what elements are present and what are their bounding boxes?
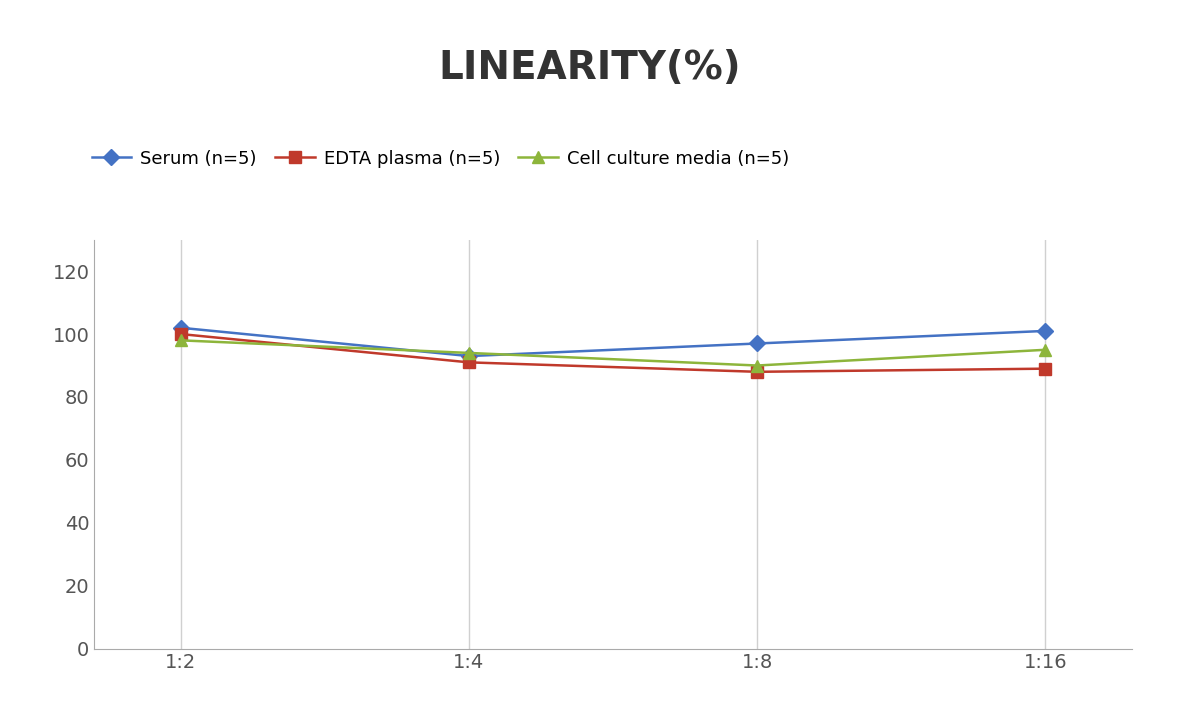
Legend: Serum (n=5), EDTA plasma (n=5), Cell culture media (n=5): Serum (n=5), EDTA plasma (n=5), Cell cul… (92, 150, 789, 168)
Serum (n=5) (750, 339, 764, 348)
Serum (n=5) (1039, 326, 1053, 335)
Cell culture media (n=5) (462, 349, 476, 357)
Text: LINEARITY(%): LINEARITY(%) (439, 49, 740, 87)
Line: Serum (n=5): Serum (n=5) (176, 322, 1050, 362)
EDTA plasma (n=5) (173, 330, 187, 338)
Serum (n=5) (462, 352, 476, 360)
Serum (n=5) (173, 324, 187, 332)
EDTA plasma (n=5) (462, 358, 476, 367)
Cell culture media (n=5) (1039, 345, 1053, 354)
EDTA plasma (n=5) (750, 367, 764, 376)
Cell culture media (n=5) (750, 361, 764, 369)
Line: Cell culture media (n=5): Cell culture media (n=5) (176, 335, 1050, 371)
EDTA plasma (n=5) (1039, 364, 1053, 373)
Line: EDTA plasma (n=5): EDTA plasma (n=5) (176, 329, 1050, 377)
Cell culture media (n=5) (173, 336, 187, 345)
